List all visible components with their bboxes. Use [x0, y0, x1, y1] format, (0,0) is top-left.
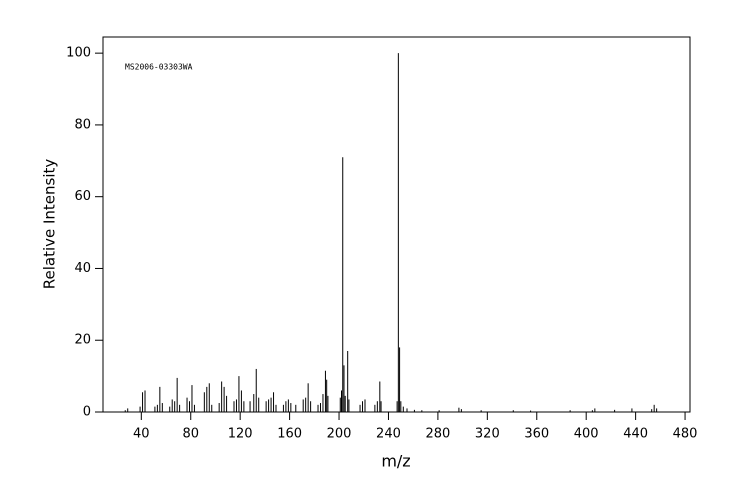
x-tick-label: 40 — [133, 427, 150, 442]
x-tick-label: 360 — [524, 427, 549, 442]
x-tick-label: 80 — [182, 427, 199, 442]
x-axis-label: m/z — [381, 452, 410, 471]
x-tick-label: 440 — [623, 427, 648, 442]
x-tick-label: 320 — [475, 427, 500, 442]
x-tick-label: 120 — [228, 427, 253, 442]
x-tick-label: 160 — [277, 427, 302, 442]
x-tick-label: 480 — [673, 427, 698, 442]
x-tick-label: 200 — [327, 427, 352, 442]
y-tick-label: 0 — [83, 405, 91, 420]
x-tick-label: 400 — [574, 427, 599, 442]
plot-frame — [102, 36, 691, 413]
y-tick-label: 20 — [74, 333, 91, 348]
y-tick-label: 60 — [74, 189, 91, 204]
y-axis-label: Relative Intensity — [41, 159, 59, 290]
x-tick-label: 280 — [425, 427, 450, 442]
y-tick-label: 40 — [74, 261, 91, 276]
annotation: MS2006-03303WA — [125, 63, 193, 72]
x-tick-label: 240 — [376, 427, 401, 442]
y-tick-label: 80 — [74, 117, 91, 132]
y-tick-label: 100 — [66, 46, 91, 61]
